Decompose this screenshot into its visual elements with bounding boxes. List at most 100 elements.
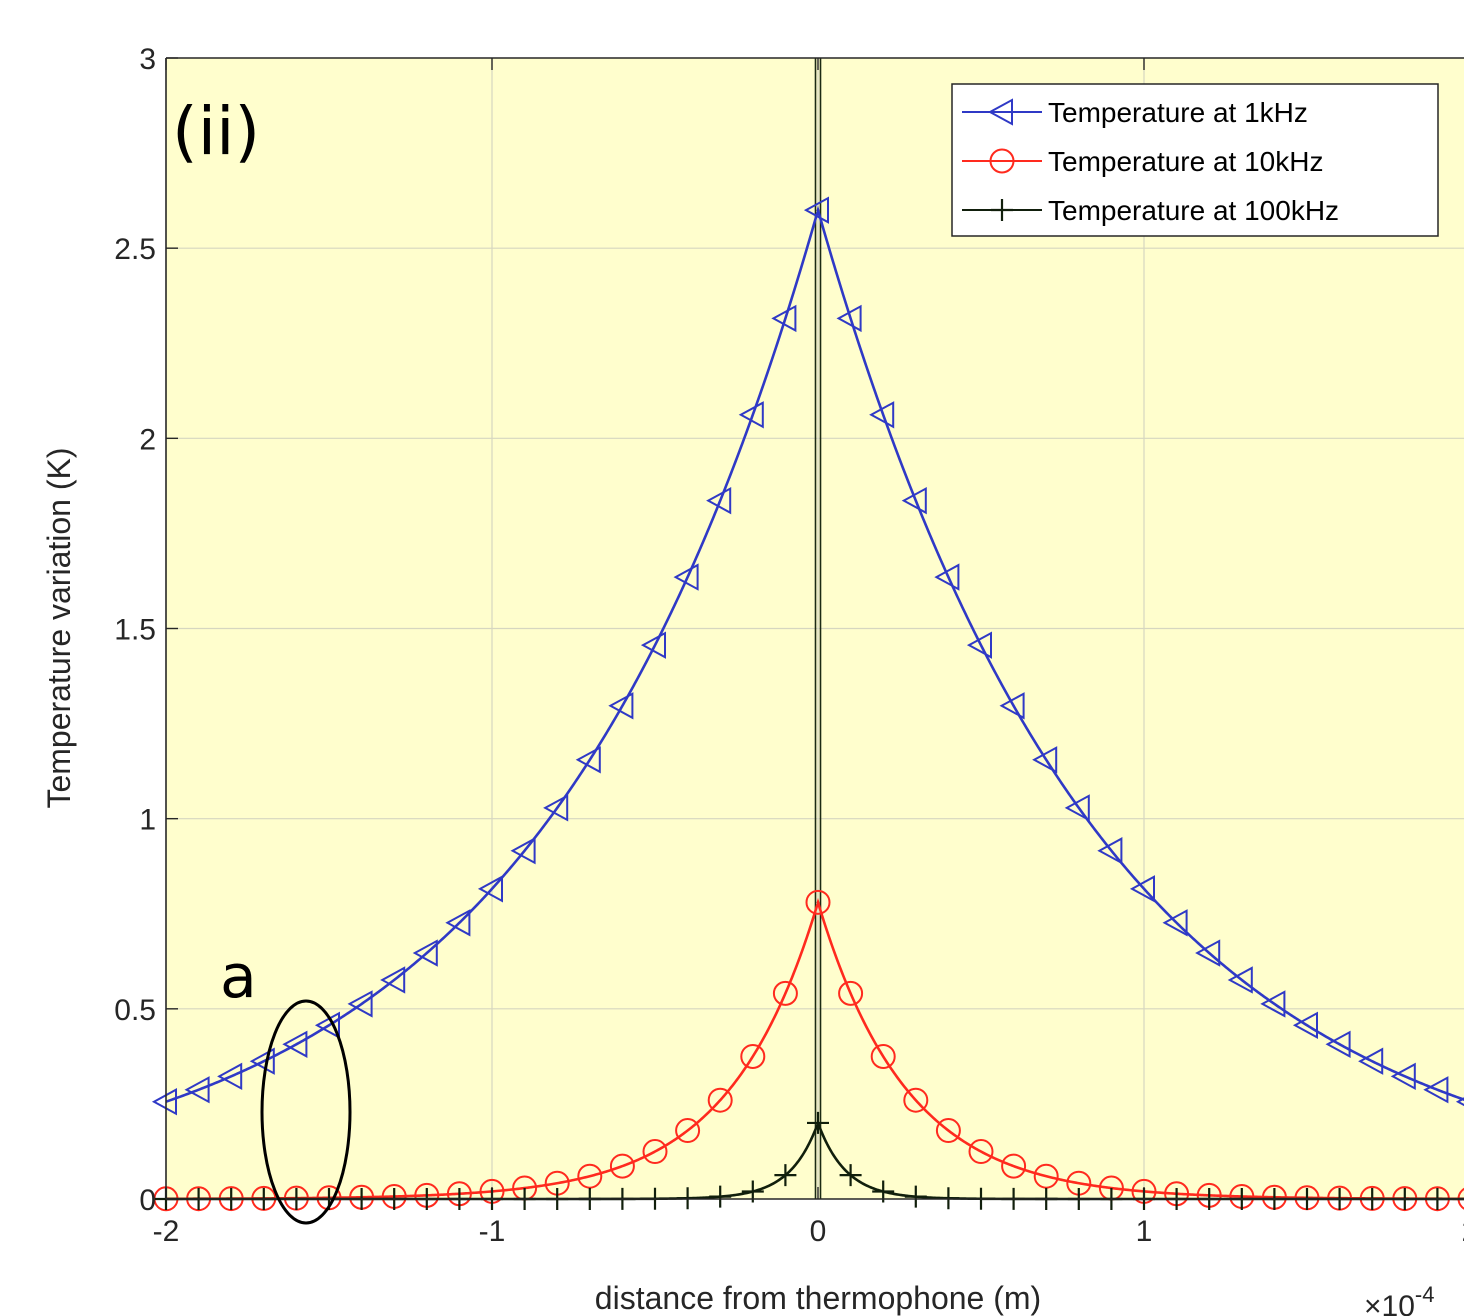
- triangle-marker: [575, 746, 601, 774]
- triangle-marker: [314, 1011, 340, 1039]
- circle-marker: [903, 1087, 929, 1113]
- circle-marker: [838, 980, 864, 1006]
- y-tick-label: 1.5: [114, 614, 156, 647]
- legend-label-10khz: Temperature at 10kHz: [1048, 146, 1323, 177]
- triangle-marker: [184, 1076, 210, 1104]
- center-line: [814, 58, 822, 1199]
- triangle-marker: [217, 1062, 243, 1091]
- triangle-marker: [1032, 746, 1058, 774]
- circle-marker: [1033, 1163, 1059, 1189]
- circle-marker: [642, 1139, 668, 1165]
- triangle-marker: [1195, 939, 1221, 967]
- exponent-power: -4: [1415, 1282, 1435, 1307]
- circle-marker: [707, 1087, 733, 1113]
- circle-marker: [805, 889, 831, 915]
- triangle-marker: [543, 794, 569, 822]
- triangle-marker: [282, 1030, 308, 1058]
- triangle-marker: [738, 401, 764, 429]
- triangle-marker: [347, 990, 373, 1018]
- circle-marker: [1001, 1153, 1027, 1179]
- plus-marker: [807, 1111, 829, 1134]
- series-line: [165, 207, 1464, 1103]
- y-tick-label: 3: [139, 43, 156, 76]
- triangle-marker: [1227, 966, 1253, 994]
- plus-marker: [991, 199, 1013, 221]
- y-tick-labels: 0 0.5 1 1.5 2 2.5 3: [114, 43, 156, 1217]
- circle-marker: [772, 980, 798, 1006]
- y-axis-title: Temperature variation (K): [41, 447, 77, 808]
- triangle-marker: [673, 563, 699, 591]
- circle-marker: [968, 1139, 994, 1165]
- triangle-marker: [640, 631, 666, 659]
- triangle-marker: [869, 401, 895, 429]
- triangle-marker: [510, 837, 536, 865]
- y-tick-label: 2: [139, 423, 156, 456]
- triangle-marker: [1162, 909, 1188, 937]
- triangle-marker: [1292, 1011, 1318, 1039]
- triangle-marker: [1423, 1076, 1449, 1104]
- axes: [165, 57, 1464, 1200]
- annotation-label: a: [220, 942, 257, 1012]
- x-tick-label: 1: [1136, 1215, 1153, 1248]
- triangle-marker: [412, 939, 438, 967]
- triangle-marker: [706, 486, 732, 515]
- triangle-marker: [987, 98, 1013, 126]
- circle-marker: [870, 1043, 896, 1069]
- triangle-marker: [901, 486, 927, 515]
- x-tick-label: 0: [810, 1215, 827, 1248]
- circle-marker: [989, 148, 1015, 174]
- plus-marker: [839, 1164, 862, 1187]
- annotation-ellipse: [260, 999, 352, 1225]
- triangle-marker: [151, 1088, 177, 1116]
- circle-marker: [577, 1163, 603, 1189]
- triangle-marker: [803, 196, 829, 224]
- legend-label-100khz: Temperature at 100kHz: [1048, 195, 1339, 226]
- x-tick-label: 2: [1462, 1215, 1464, 1248]
- y-tick-label: 2.5: [114, 233, 156, 266]
- triangle-marker: [771, 304, 797, 333]
- triangle-marker: [1129, 875, 1155, 903]
- series-peak: [816, 205, 820, 212]
- series-peak: [816, 897, 820, 904]
- triangle-marker: [836, 304, 862, 333]
- triangle-marker: [1390, 1062, 1416, 1091]
- legend: Temperature at 1kHz Temperature at 10kHz…: [951, 83, 1439, 237]
- triangle-marker: [1260, 990, 1286, 1018]
- triangle-marker: [966, 631, 992, 659]
- plus-marker: [774, 1164, 797, 1187]
- circle-marker: [935, 1118, 961, 1144]
- plus-marker: [709, 1185, 732, 1208]
- plus-marker: [904, 1185, 927, 1208]
- triangle-marker: [1358, 1047, 1384, 1075]
- annotation: a: [220, 942, 352, 1225]
- x-tick-label: -2: [153, 1215, 180, 1248]
- y-tick-label: 1: [139, 804, 156, 837]
- triangle-marker: [999, 692, 1025, 720]
- legend-item-1khz: Temperature at 1kHz: [962, 97, 1308, 128]
- circle-marker: [740, 1043, 766, 1069]
- x-axis-exponent: ×10-4: [1364, 1282, 1434, 1316]
- legend-item-100khz: Temperature at 100kHz: [962, 195, 1339, 226]
- x-tick-label: -1: [479, 1215, 506, 1248]
- y-tick-label: 0.5: [114, 994, 156, 1027]
- triangle-marker: [380, 966, 406, 994]
- x-axis-title: distance from thermophone (m): [595, 1280, 1041, 1316]
- legend-label-1khz: Temperature at 1kHz: [1048, 97, 1308, 128]
- triangle-marker: [1097, 837, 1123, 865]
- y-tick-label: 0: [139, 1184, 156, 1217]
- triangle-marker: [445, 909, 471, 937]
- triangle-marker: [934, 563, 960, 591]
- circle-marker: [609, 1153, 635, 1179]
- x-tick-labels: -2 -1 0 1 2: [153, 1215, 1464, 1248]
- triangle-marker: [608, 692, 634, 720]
- triangle-marker: [1325, 1030, 1351, 1058]
- legend-item-10khz: Temperature at 10kHz: [962, 146, 1323, 177]
- triangle-marker: [249, 1047, 275, 1075]
- circle-marker: [675, 1118, 701, 1144]
- triangle-marker: [477, 875, 503, 903]
- series-temperature-at-1khz: [151, 196, 1464, 1116]
- panel-label: (ii): [172, 93, 260, 170]
- triangle-marker: [1064, 794, 1090, 822]
- exponent-base: ×10: [1364, 1290, 1415, 1316]
